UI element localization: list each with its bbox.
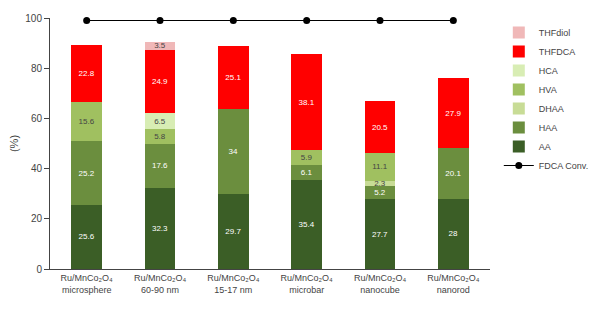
svg-text:5.9: 5.9 — [301, 153, 313, 162]
svg-text:100: 100 — [25, 13, 42, 24]
svg-text:Ru/MnCo₂O₄microbar: Ru/MnCo₂O₄microbar — [281, 273, 334, 295]
svg-text:17.6: 17.6 — [152, 161, 168, 170]
svg-text:20.5: 20.5 — [372, 123, 388, 132]
svg-text:11.1: 11.1 — [372, 162, 388, 171]
svg-text:FDCA Conv.: FDCA Conv. — [539, 161, 588, 171]
svg-text:20.1: 20.1 — [445, 169, 461, 178]
svg-text:34: 34 — [229, 147, 238, 156]
svg-text:25.2: 25.2 — [79, 169, 95, 178]
svg-text:Ru/MnCo₂O₄nanorod: Ru/MnCo₂O₄nanorod — [427, 273, 480, 295]
svg-text:29.7: 29.7 — [225, 227, 241, 236]
svg-text:25.1: 25.1 — [225, 73, 241, 82]
svg-text:24.9: 24.9 — [152, 77, 168, 86]
svg-text:Ru/MnCo₂O₄microsphere: Ru/MnCo₂O₄microsphere — [61, 273, 114, 295]
svg-text:32.3: 32.3 — [152, 224, 168, 233]
svg-text:15.6: 15.6 — [79, 117, 95, 126]
svg-text:Ru/MnCo₂O₄60-90 nm: Ru/MnCo₂O₄60-90 nm — [134, 273, 187, 295]
svg-text:35.4: 35.4 — [299, 220, 315, 229]
svg-text:THFDCA: THFDCA — [539, 47, 576, 57]
svg-text:6.5: 6.5 — [154, 117, 166, 126]
svg-text:HAA: HAA — [539, 123, 558, 133]
svg-text:38.1: 38.1 — [299, 98, 315, 107]
svg-text:5.8: 5.8 — [154, 132, 166, 141]
svg-text:0: 0 — [36, 264, 42, 275]
svg-text:Ru/MnCo₂O₄nanocube: Ru/MnCo₂O₄nanocube — [354, 273, 407, 295]
svg-text:2.3: 2.3 — [374, 179, 386, 188]
svg-text:AA: AA — [539, 142, 551, 152]
svg-text:Ru/MnCo₂O₄15-17 nm: Ru/MnCo₂O₄15-17 nm — [207, 273, 260, 295]
svg-text:28: 28 — [449, 229, 458, 238]
svg-text:80: 80 — [31, 63, 43, 74]
svg-text:HCA: HCA — [539, 66, 558, 76]
svg-text:HVA: HVA — [539, 85, 557, 95]
svg-text:20: 20 — [31, 213, 43, 224]
svg-text:THFdiol: THFdiol — [539, 28, 571, 38]
svg-text:DHAA: DHAA — [539, 104, 564, 114]
svg-text:6.1: 6.1 — [301, 168, 313, 177]
svg-text:3.5: 3.5 — [154, 41, 166, 50]
svg-text:5.2: 5.2 — [374, 188, 386, 197]
svg-text:25.6: 25.6 — [79, 232, 95, 241]
svg-text:(%): (%) — [8, 135, 20, 152]
svg-text:27.7: 27.7 — [372, 230, 388, 239]
svg-text:27.9: 27.9 — [445, 109, 461, 118]
svg-text:22.8: 22.8 — [79, 69, 95, 78]
svg-text:40: 40 — [31, 163, 43, 174]
svg-text:60: 60 — [31, 113, 43, 124]
